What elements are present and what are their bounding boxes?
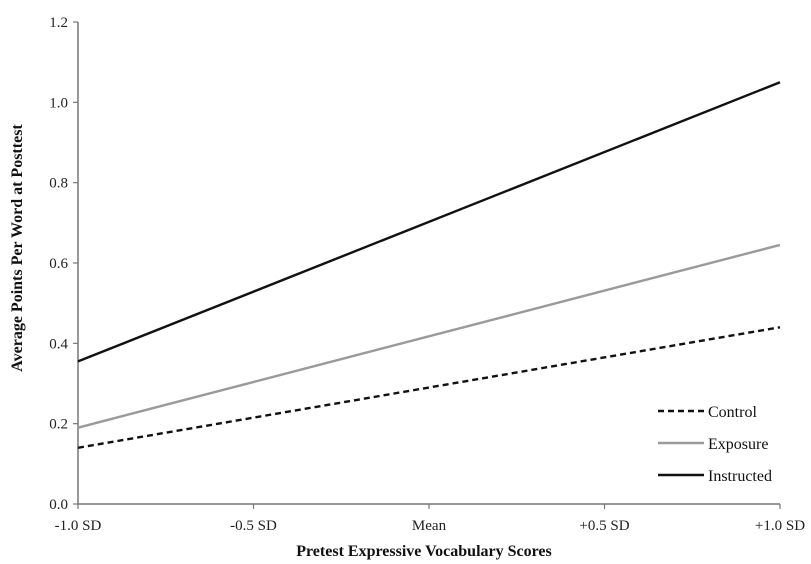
x-tick-label: +1.0 SD xyxy=(755,518,805,534)
y-axis-title: Average Points Per Word at Posttest xyxy=(9,124,26,372)
legend-label-control: Control xyxy=(708,404,757,421)
axes xyxy=(77,22,780,505)
y-tick-label: 0.6 xyxy=(49,256,68,272)
legend-label-instructed: Instructed xyxy=(708,468,772,485)
y-axis-ticks: 0.0 0.2 0.4 0.6 0.8 1.0 1.2 xyxy=(49,15,78,513)
series-line-control xyxy=(77,326,781,449)
x-tick-label: Mean xyxy=(412,518,447,534)
legend-label-exposure: Exposure xyxy=(708,436,768,453)
y-tick-label: 0.0 xyxy=(49,497,68,513)
y-tick-label: 1.0 xyxy=(49,95,68,111)
legend: Control Exposure Instructed xyxy=(658,404,772,485)
series-lines xyxy=(77,81,781,449)
y-tick-label: 0.2 xyxy=(49,417,68,433)
x-axis-ticks: -1.0 SD -0.5 SD Mean +0.5 SD +1.0 SD xyxy=(55,504,805,534)
y-tick-label: 1.2 xyxy=(49,15,68,31)
y-tick-label: 0.8 xyxy=(49,176,68,192)
x-axis-title: Pretest Expressive Vocabulary Scores xyxy=(296,543,552,560)
y-tick-label: 0.4 xyxy=(49,336,68,352)
x-tick-label: -0.5 SD xyxy=(230,518,277,534)
series-line-instructed xyxy=(77,81,781,363)
x-tick-label: +0.5 SD xyxy=(579,518,629,534)
series-line-exposure xyxy=(77,243,781,429)
x-tick-label: -1.0 SD xyxy=(55,518,102,534)
